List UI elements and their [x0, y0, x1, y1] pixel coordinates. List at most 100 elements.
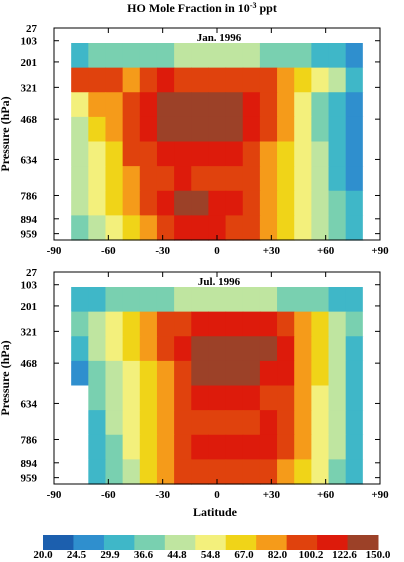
field-cell	[311, 459, 330, 485]
colorbar-swatch	[195, 535, 227, 550]
field-cell	[105, 215, 124, 241]
field-cell	[156, 67, 175, 93]
field-cell	[362, 459, 381, 485]
field-cell	[208, 67, 227, 93]
field-cell	[156, 360, 175, 387]
y-tick-label: 786	[21, 434, 38, 446]
field-cell	[208, 287, 227, 313]
field-cell	[54, 459, 72, 485]
field-cell	[71, 92, 89, 118]
x-tick-label: +90	[371, 489, 389, 501]
field-cell	[71, 215, 89, 241]
field-cell	[139, 43, 158, 69]
field-cell	[191, 141, 210, 167]
field-cell	[259, 385, 278, 411]
field-cell	[88, 141, 107, 167]
field-cell	[191, 360, 210, 387]
field-cell	[54, 287, 72, 313]
field-cell	[139, 459, 158, 485]
field-cell	[311, 190, 330, 216]
field-cell	[71, 43, 89, 69]
field-cell	[345, 410, 364, 436]
field-cell	[277, 385, 295, 411]
field-cell	[191, 190, 210, 216]
field-cell	[174, 43, 192, 69]
field-cell	[242, 311, 261, 337]
colorbar-swatch	[347, 535, 379, 550]
field-cell	[294, 410, 312, 436]
field-cell	[242, 385, 261, 411]
field-cell	[105, 190, 124, 216]
field-cell	[225, 190, 244, 216]
field-cell	[294, 215, 312, 241]
field-cell	[54, 215, 72, 241]
field-cell	[259, 67, 278, 93]
field-cell	[191, 43, 210, 69]
field-cell	[122, 190, 141, 216]
field-cell	[311, 410, 330, 436]
y-tick-label: 894	[21, 214, 38, 226]
field-cell	[294, 360, 312, 387]
field-cell	[191, 410, 210, 436]
x-tick-label: -30	[155, 245, 170, 257]
field-cell	[242, 287, 261, 313]
field-cell	[139, 116, 158, 143]
field-cell	[156, 190, 175, 216]
field-cell	[139, 190, 158, 216]
field-cell	[174, 336, 192, 362]
y-tick-label: 103	[21, 36, 38, 48]
field-cell	[225, 311, 244, 337]
colorbar-label: 44.8	[167, 549, 187, 561]
field-cell	[362, 336, 381, 362]
field-cell	[277, 116, 295, 143]
field-cell	[122, 67, 141, 93]
field-cell	[54, 434, 72, 460]
colorbar-label: 24.5	[67, 549, 87, 561]
field-cell	[208, 385, 227, 411]
field-cell	[88, 385, 107, 411]
field-cell	[225, 336, 244, 362]
field-cell	[345, 459, 364, 485]
field-cell	[345, 360, 364, 387]
field-cell	[328, 166, 347, 192]
y-tick-label: 201	[21, 301, 38, 313]
field-cell	[362, 190, 381, 216]
field-cell	[242, 336, 261, 362]
field-cell	[328, 215, 347, 241]
field-cell	[328, 410, 347, 436]
field-cell	[88, 459, 107, 485]
field-cell	[294, 92, 312, 118]
field-cell	[277, 360, 295, 387]
field-cell	[54, 116, 72, 143]
field-cell	[71, 311, 89, 337]
field-cell	[105, 385, 124, 411]
field-cell	[191, 459, 210, 485]
y-tick-label: 786	[21, 190, 38, 202]
field-cell	[259, 311, 278, 337]
x-tick-label: -60	[101, 245, 116, 257]
field-cell	[345, 385, 364, 411]
field-cell	[71, 166, 89, 192]
field-cell	[277, 459, 295, 485]
colorbar-swatch	[225, 535, 257, 550]
field-cell	[362, 287, 381, 313]
y-tick-label: 468	[21, 114, 38, 126]
field-cell	[345, 116, 364, 143]
field-cell	[191, 92, 210, 118]
field-cell	[105, 360, 124, 387]
y-tick-label: 27	[26, 267, 38, 279]
colorbar-label: 54.8	[201, 549, 221, 561]
field-cell	[122, 410, 141, 436]
field-cell	[208, 360, 227, 387]
field-cell	[362, 92, 381, 118]
field-cell	[242, 43, 261, 69]
field-cell	[139, 92, 158, 118]
colorbar-swatch	[164, 535, 196, 550]
field-cell	[225, 166, 244, 192]
field-cell	[259, 141, 278, 167]
field-cell	[88, 215, 107, 241]
field-cell	[225, 434, 244, 460]
field-cell	[122, 385, 141, 411]
